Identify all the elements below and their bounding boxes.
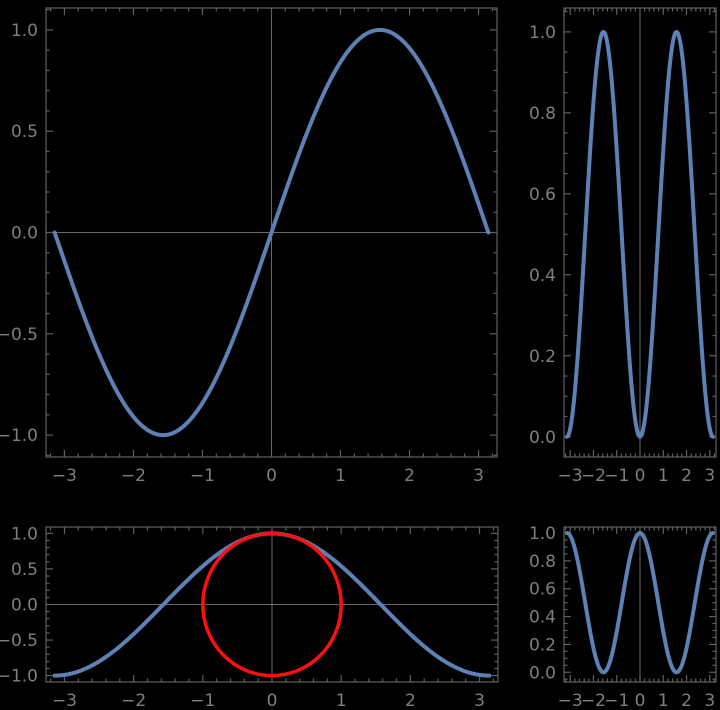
y-tick-label: −1.0 xyxy=(0,426,38,446)
cos-squared-curve xyxy=(564,530,716,675)
y-tick-label: 0.4 xyxy=(529,266,556,286)
x-tick-label: −3 xyxy=(52,466,77,486)
x-tick-label: 0 xyxy=(635,691,646,710)
unit-circle xyxy=(201,531,343,678)
x-tick-label: −3 xyxy=(558,691,583,710)
x-tick-label: −2 xyxy=(581,691,606,710)
x-tick-label: 0 xyxy=(267,691,278,710)
y-tick-label: 0.2 xyxy=(529,347,556,367)
y-tick-label: 1.0 xyxy=(529,524,556,544)
x-tick-label: −3 xyxy=(558,466,583,486)
y-tick-label: 0.8 xyxy=(529,552,556,572)
y-tick-label: 1.0 xyxy=(529,23,556,43)
x-tick-label: −2 xyxy=(581,466,606,486)
x-tick-label: 2 xyxy=(681,466,692,486)
sin-squared-curve xyxy=(564,29,716,439)
y-tick-label: 0.0 xyxy=(11,224,38,244)
y-tick-label: 0.8 xyxy=(529,104,556,124)
x-tick-label: 3 xyxy=(704,691,715,710)
x-tick-label: 1 xyxy=(335,466,346,486)
x-tick-label: −3 xyxy=(52,691,77,710)
x-tick-label: 1 xyxy=(658,691,669,710)
x-tick-label: 1 xyxy=(336,691,347,710)
y-tick-label: 0.0 xyxy=(529,663,556,683)
y-tick-label: 0.4 xyxy=(529,608,556,628)
panel-frame xyxy=(563,7,717,458)
panel-cosine-squared: −3−2−1 0 1 2 3 0.0 0.2 0.4 0.6 0.8 1.0 xyxy=(529,524,717,710)
y-tick-label: 1.0 xyxy=(11,524,38,544)
y-tick-label: 0.5 xyxy=(11,560,38,580)
y-tick-label: 0.6 xyxy=(529,185,556,205)
x-tick-label: −1 xyxy=(190,466,215,486)
x-tick-label: 2 xyxy=(404,466,415,486)
y-tick-label: −1.0 xyxy=(0,667,38,687)
y-tick-label: 0.0 xyxy=(529,428,556,448)
panel-sine-squared: −3−2−1 0 1 2 3 0.0 0.2 0.4 0.6 0.8 1.0 xyxy=(529,7,717,486)
y-tick-label: 0.6 xyxy=(529,580,556,600)
x-tick-label: 0 xyxy=(266,466,277,486)
panel-sine: −3 −2 −1 0 1 2 3 −1.0 −0.5 0.0 0.5 1.0 xyxy=(0,7,498,486)
y-tick-label: 0.2 xyxy=(529,635,556,655)
panel-frame xyxy=(563,526,717,683)
y-tick-label: 0.5 xyxy=(11,122,38,142)
x-tick-label: 3 xyxy=(704,466,715,486)
y-tick-label: 0.0 xyxy=(11,596,38,616)
x-tick-label: 2 xyxy=(405,691,416,710)
x-tick-label: −1 xyxy=(190,691,215,710)
x-tick-label: 2 xyxy=(681,691,692,710)
y-tick-label: −0.5 xyxy=(0,325,38,345)
x-tick-label: −2 xyxy=(121,466,146,486)
panel-frame xyxy=(45,526,499,683)
x-tick-label: 3 xyxy=(473,466,484,486)
panel-frame xyxy=(45,7,498,458)
x-tick-label: 1 xyxy=(658,466,669,486)
sin-curve xyxy=(52,27,491,438)
panel-cosine-with-circle: −3 −2 −1 0 1 2 3 −1.0 −0.5 0.0 0.5 1.0 xyxy=(0,524,499,710)
x-tick-label: 0 xyxy=(635,466,646,486)
x-tick-label: 3 xyxy=(474,691,485,710)
y-tick-label: −0.5 xyxy=(0,631,38,651)
x-tick-label: −1 xyxy=(604,466,629,486)
y-tick-label: 1.0 xyxy=(11,21,38,41)
x-tick-label: −2 xyxy=(121,691,146,710)
x-tick-label: −1 xyxy=(604,691,629,710)
